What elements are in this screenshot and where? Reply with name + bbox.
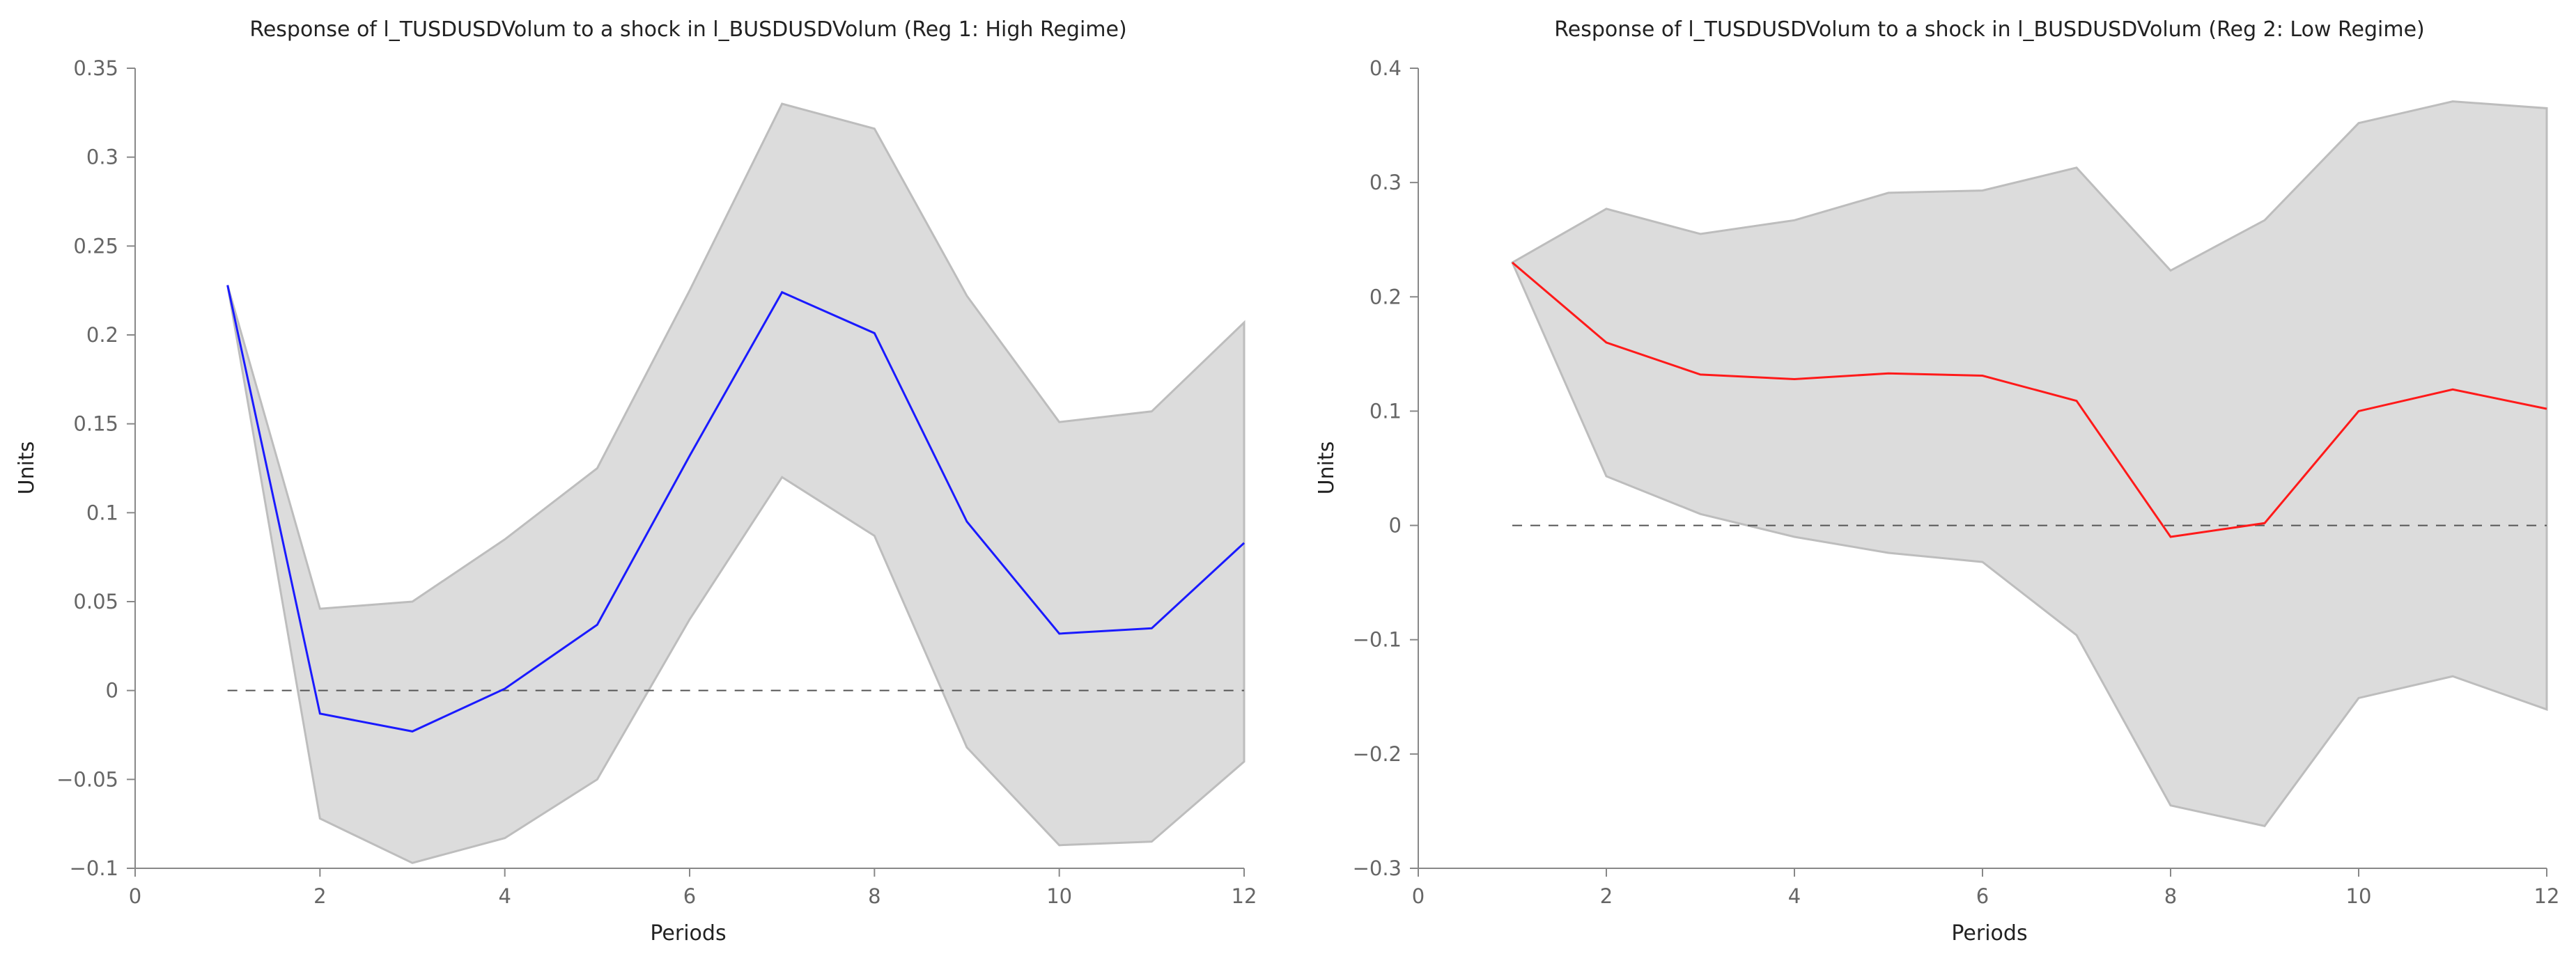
y-tick-label: 0 bbox=[1389, 514, 1402, 538]
confidence-band bbox=[226, 102, 1246, 864]
response-line bbox=[1512, 261, 2547, 538]
x-tick-label: 2 bbox=[1600, 884, 1613, 908]
x-ticks: 0 2 4 6 8 10 12 bbox=[1412, 868, 2560, 908]
y-axis-label: Units bbox=[1314, 441, 1339, 495]
y-tick-label: 0.3 bbox=[1370, 171, 1402, 194]
chart-title: Response of l_TUSDUSDVolum to a shock in… bbox=[1554, 17, 2424, 42]
x-tick-label: 8 bbox=[2164, 884, 2177, 908]
y-tick-label: −0.2 bbox=[1353, 742, 1402, 766]
chart-high-regime: Response of l_TUSDUSDVolum to a shock in… bbox=[15, 17, 1257, 946]
response-line bbox=[226, 285, 1246, 733]
y-tick-label: 0.4 bbox=[1370, 56, 1402, 80]
y-axis-label: Units bbox=[15, 441, 39, 495]
x-tick-label: 8 bbox=[868, 884, 880, 908]
y-ticks: −0.3 −0.2 −0.1 0 0.1 0.2 0.3 0.4 bbox=[1353, 56, 1418, 880]
y-tick-label: 0.35 bbox=[73, 56, 118, 80]
y-tick-label: 0.1 bbox=[86, 501, 118, 524]
x-tick-label: 12 bbox=[2534, 884, 2560, 908]
x-tick-label: 0 bbox=[1412, 884, 1425, 908]
chart-title: Response of l_TUSDUSDVolum to a shock in… bbox=[249, 17, 1126, 42]
y-tick-label: −0.3 bbox=[1353, 856, 1402, 880]
x-tick-label: 4 bbox=[1788, 884, 1801, 908]
y-tick-label: 0 bbox=[106, 679, 118, 703]
y-tick-label: −0.05 bbox=[56, 767, 118, 791]
x-tick-label: 2 bbox=[313, 884, 326, 908]
x-tick-label: 4 bbox=[498, 884, 511, 908]
x-axis-label: Periods bbox=[650, 921, 726, 946]
x-tick-label: 10 bbox=[2346, 884, 2372, 908]
x-axis-label: Periods bbox=[1951, 921, 2027, 946]
x-tick-label: 6 bbox=[1976, 884, 1989, 908]
y-tick-label: 0.3 bbox=[86, 146, 118, 169]
confidence-band bbox=[1511, 100, 2548, 827]
y-tick-label: −0.1 bbox=[70, 856, 118, 880]
x-tick-label: 12 bbox=[1232, 884, 1257, 908]
x-tick-label: 10 bbox=[1046, 884, 1072, 908]
x-ticks: 0 2 4 6 8 10 12 bbox=[129, 868, 1257, 908]
y-tick-label: 0.2 bbox=[1370, 285, 1402, 308]
y-tick-label: 0.2 bbox=[86, 323, 118, 347]
chart-low-regime: Response of l_TUSDUSDVolum to a shock in… bbox=[1314, 17, 2559, 946]
y-tick-label: 0.05 bbox=[73, 590, 118, 613]
y-tick-label: 0.25 bbox=[73, 234, 118, 258]
x-tick-label: 0 bbox=[129, 884, 141, 908]
y-tick-label: −0.1 bbox=[1353, 628, 1402, 652]
y-tick-label: 0.1 bbox=[1370, 399, 1402, 423]
y-tick-label: 0.15 bbox=[73, 412, 118, 436]
y-ticks: −0.1 −0.05 0 0.05 0.1 0.15 0.2 0.25 0.3 0.35 bbox=[56, 56, 135, 880]
x-tick-label: 6 bbox=[683, 884, 696, 908]
